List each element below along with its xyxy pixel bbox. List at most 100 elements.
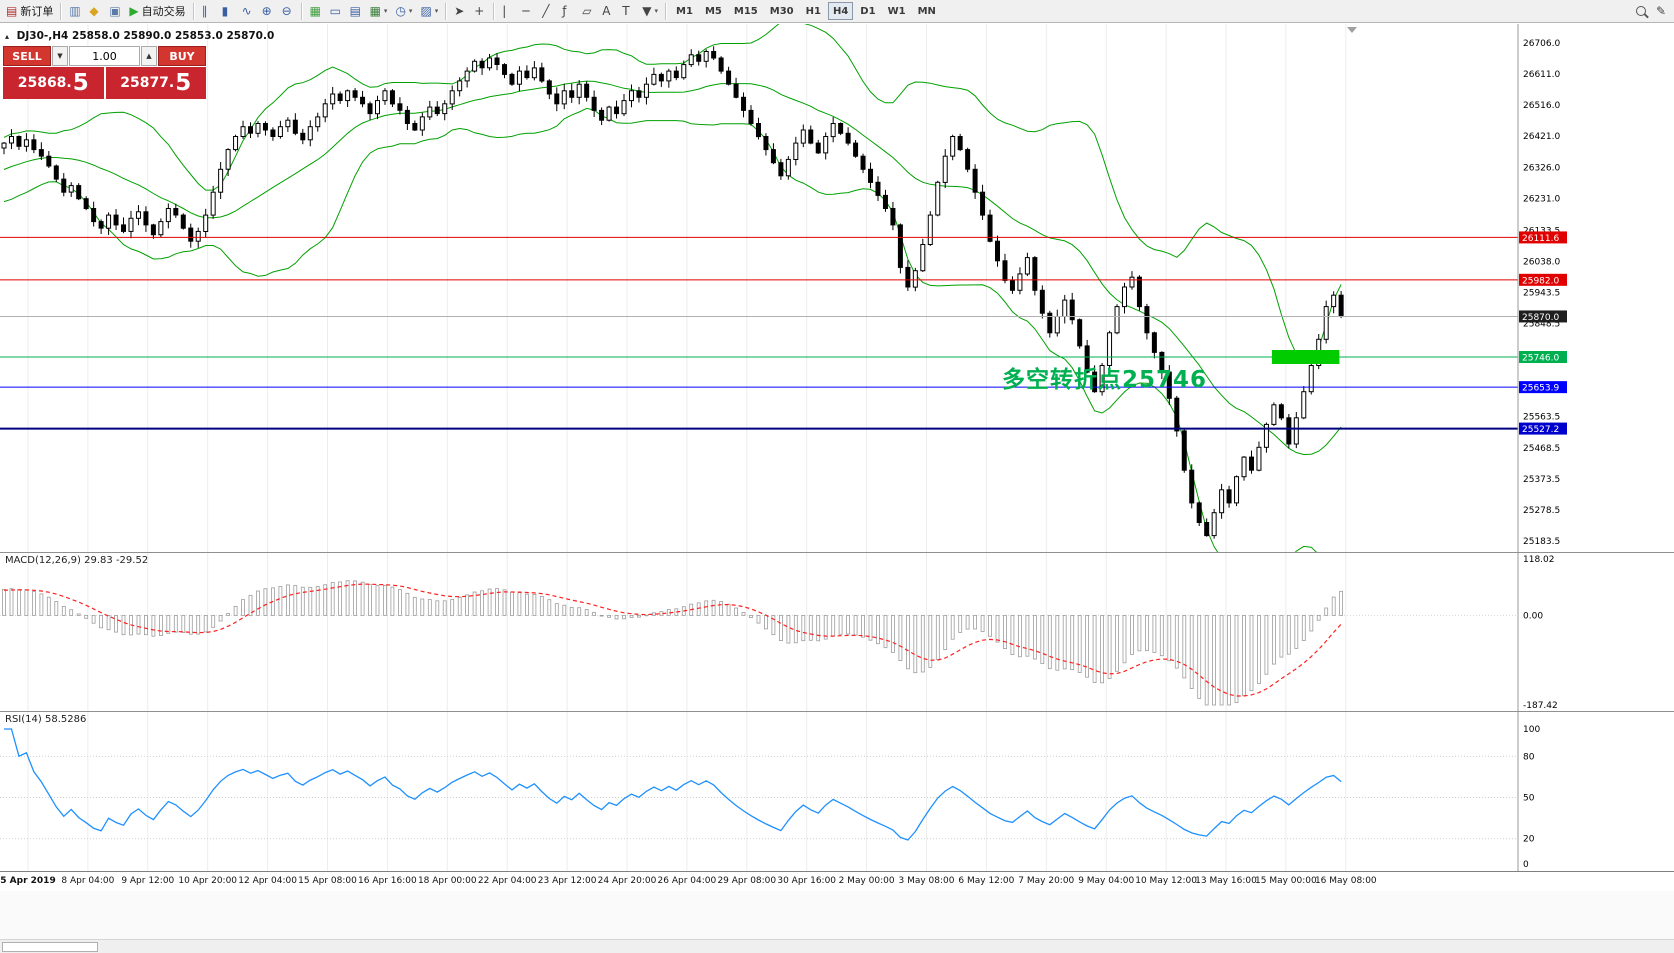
macd-name: MACD(12,26,9) [5, 555, 81, 566]
time-label: 16 May 08:00 [1314, 876, 1377, 886]
timeframe-m15-button[interactable]: M15 [729, 2, 763, 20]
trendline-button[interactable]: ╱ [538, 1, 558, 21]
toolbar-separator [665, 2, 668, 20]
periods-button[interactable]: ◷ ▾ [391, 1, 416, 21]
timeframe-d1-button[interactable]: D1 [855, 2, 880, 20]
market-watch-button[interactable]: ▥ [65, 1, 85, 21]
time-label: 24 Apr 20:00 [597, 876, 657, 886]
time-label: 3 May 08:00 [898, 876, 955, 886]
svg-text:25982.0: 25982.0 [1522, 276, 1559, 286]
horizontal-scrollbar[interactable] [0, 939, 1674, 953]
cursor-button[interactable]: ➤ [450, 1, 470, 21]
time-label: 10 Apr 20:00 [178, 876, 238, 886]
tile-horizontally-button[interactable]: ▤ [346, 1, 366, 21]
rsi-svg[interactable]: 100 80 50 20 0 [0, 712, 1674, 871]
time-axis[interactable]: 5 Apr 2019 8 Apr 04:00 9 Apr 12:00 10 Apr 2… [0, 871, 1674, 891]
new-order-button[interactable]: ▤ 新订单 [2, 1, 57, 21]
timeframe-w1-button[interactable]: W1 [883, 2, 911, 20]
main-chart-svg[interactable]: 26706.0 26611.0 26516.0 26421.0 26326.0 26231… [0, 24, 1674, 552]
time-label: 18 Apr 00:00 [417, 876, 477, 886]
bar-chart-button[interactable]: ∥ [198, 1, 218, 21]
svg-text:25527.2: 25527.2 [1522, 425, 1559, 435]
timeframe-m30-button[interactable]: M30 [765, 2, 799, 20]
timeframe-m1-button[interactable]: M1 [671, 2, 698, 20]
label-button[interactable]: T [618, 1, 638, 21]
main-chart-panel: 26706.0 26611.0 26516.0 26421.0 26326.0 26231… [0, 24, 1674, 552]
trendline-icon: ╱ [542, 4, 550, 18]
rsi-value: 58.5286 [44, 714, 87, 725]
svg-text:26516.0: 26516.0 [1523, 101, 1560, 111]
rsi-panel: 100 80 50 20 0 [0, 711, 1674, 871]
svg-text:25848.5: 25848.5 [1523, 319, 1560, 329]
volume-input[interactable] [69, 46, 140, 66]
profiles-button[interactable]: ◆ [85, 1, 105, 21]
caret-down-icon: ▾ [408, 7, 413, 15]
scrollbar-thumb[interactable] [2, 942, 98, 952]
buy-button[interactable]: BUY [158, 46, 206, 66]
tile-windows-icon: ▦ [309, 4, 321, 18]
time-label: 22 Apr 04:00 [477, 876, 537, 886]
time-label: 15 Apr 08:00 [298, 876, 357, 886]
time-label: 30 Apr 16:00 [777, 876, 837, 886]
horizontal-line-button[interactable]: ─ [518, 1, 538, 21]
search-icon [1636, 6, 1646, 16]
fibonacci-button[interactable]: ƒ [558, 1, 578, 21]
line-chart-button[interactable]: ∿ [238, 1, 258, 21]
time-label: 29 Apr 08:00 [717, 876, 777, 886]
vertical-line-button[interactable]: | [498, 1, 518, 21]
macd-svg[interactable]: 118.02 0.00 -187.42 [0, 553, 1674, 711]
crosshair-icon: + [474, 4, 485, 18]
timeframe-h1-button[interactable]: H1 [801, 2, 826, 20]
svg-text:20: 20 [1523, 835, 1535, 845]
volume-increase-button[interactable]: ▲ [141, 46, 157, 66]
tile-windows-button[interactable]: ▦ [306, 1, 326, 21]
zoom-out-icon: ⊖ [281, 4, 292, 18]
crosshair-button[interactable]: + [470, 1, 490, 21]
sell-price-display[interactable]: 25868. 5 [3, 67, 104, 99]
buy-price-fraction: 5 [175, 70, 192, 96]
tile-horizontally-icon: ▤ [349, 4, 361, 18]
channel-button[interactable]: ▱ [578, 1, 598, 21]
collapse-panel-icon[interactable]: ▴ [5, 32, 10, 41]
zoom-out-button[interactable]: ⊖ [278, 1, 298, 21]
text-icon: A [602, 4, 611, 18]
data-window-button[interactable]: ▣ [105, 1, 125, 21]
chart-text-annotation[interactable]: 多空转折点25746 [1002, 367, 1208, 393]
new-chart-button[interactable]: ▦ ▾ [366, 1, 392, 21]
svg-text:25653.9: 25653.9 [1522, 384, 1559, 394]
edit-button[interactable]: ✎ [1652, 1, 1672, 21]
search-button[interactable] [1632, 1, 1652, 21]
horizontal-line-icon: ─ [522, 4, 530, 18]
arrows-icon: ▼ [642, 4, 652, 18]
auto-trading-button[interactable]: ▶ 自动交易 [125, 1, 189, 21]
time-label: 15 May 00:00 [1255, 876, 1317, 886]
sell-button[interactable]: SELL [3, 46, 51, 66]
templates-icon: ▨ [420, 4, 432, 18]
svg-text:25373.5: 25373.5 [1523, 475, 1560, 485]
auto-trading-label: 自动交易 [141, 5, 186, 18]
arrows-button[interactable]: ▼ ▾ [638, 1, 662, 21]
time-label: 16 Apr 16:00 [358, 876, 417, 886]
svg-text:25278.5: 25278.5 [1523, 506, 1560, 516]
svg-text:100: 100 [1523, 725, 1540, 735]
text-button[interactable]: A [598, 1, 618, 21]
time-label: 13 May 16:00 [1195, 876, 1257, 886]
buy-price-display[interactable]: 25877. 5 [105, 67, 206, 99]
macd-panel: 118.02 0.00 -187.42 [0, 552, 1674, 711]
timeframe-mn-button[interactable]: MN [913, 2, 941, 20]
candlestick-chart-button[interactable]: ▮ [218, 1, 238, 21]
svg-text:80: 80 [1523, 752, 1535, 762]
toolbar-separator [60, 2, 63, 20]
rsi-name: RSI(14) [5, 714, 42, 725]
volume-decrease-button[interactable]: ▼ [52, 46, 68, 66]
svg-text:25183.5: 25183.5 [1523, 537, 1560, 547]
cascade-windows-button[interactable]: ▭ [326, 1, 346, 21]
time-label: 2 May 00:00 [838, 876, 895, 886]
timeframe-h4-button[interactable]: H4 [827, 2, 854, 20]
auto-trading-icon: ▶ [129, 4, 139, 18]
timeframe-m5-button[interactable]: M5 [700, 2, 727, 20]
chart-symbol-timeframe: DJ30-,H4 [16, 30, 69, 42]
zoom-in-button[interactable]: ⊕ [258, 1, 278, 21]
sell-price-main: 25868. [17, 75, 72, 91]
templates-button[interactable]: ▨ ▾ [416, 1, 442, 21]
